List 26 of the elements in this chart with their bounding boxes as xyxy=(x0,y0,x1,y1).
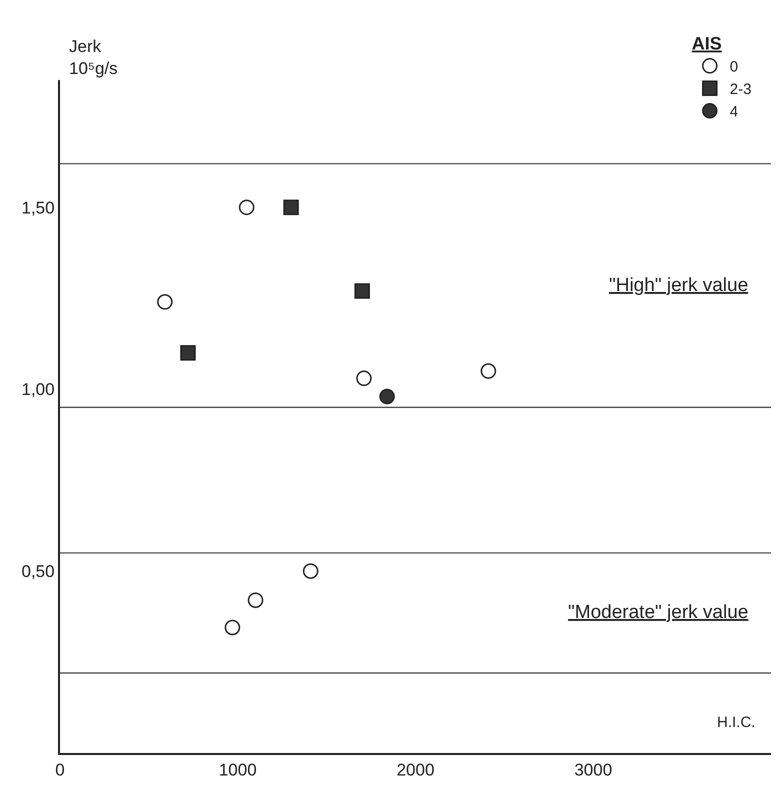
x-tick-label: 2000 xyxy=(396,760,434,780)
point xyxy=(480,363,496,379)
annotation: "Moderate" jerk value xyxy=(568,602,748,623)
y-axis-title: Jerk 10⁵g/s xyxy=(69,37,118,78)
y-tick-label: 1,00 xyxy=(22,380,55,400)
legend-title: AIS xyxy=(692,34,722,54)
point xyxy=(248,592,264,608)
point xyxy=(283,200,299,216)
point xyxy=(157,294,173,310)
x-tick-label: 0 xyxy=(55,760,65,780)
legend-label: 0 xyxy=(730,58,738,76)
x-axis-title: H.I.C. xyxy=(717,714,756,731)
point xyxy=(354,283,370,299)
legend-label: 2-3 xyxy=(730,81,752,98)
point xyxy=(224,620,240,636)
x-tick-label: 3000 xyxy=(574,760,612,780)
point xyxy=(356,370,372,386)
point xyxy=(180,345,196,361)
y-tick-label: 0,50 xyxy=(22,562,55,582)
point xyxy=(302,563,318,579)
legend-label: 4 xyxy=(730,104,738,121)
x-tick-label: 1000 xyxy=(218,760,257,780)
annotation: "High" jerk value xyxy=(609,275,748,296)
point xyxy=(379,388,395,404)
point xyxy=(238,200,254,216)
y-tick-label: 1,50 xyxy=(22,198,55,218)
